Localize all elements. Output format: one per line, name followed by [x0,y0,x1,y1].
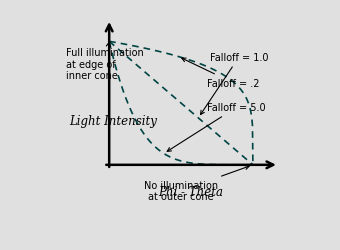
Text: No illumination
at outer cone: No illumination at outer cone [144,166,249,202]
Text: Falloff = .2: Falloff = .2 [182,59,259,88]
Text: Light Intensity: Light Intensity [69,114,157,127]
Text: Falloff = 1.0: Falloff = 1.0 [201,53,268,115]
Text: Full illumination
at edge of
inner cone: Full illumination at edge of inner cone [66,42,144,81]
Text: Falloff = 5.0: Falloff = 5.0 [167,103,266,152]
Text: Phi - Theta: Phi - Theta [159,185,224,198]
